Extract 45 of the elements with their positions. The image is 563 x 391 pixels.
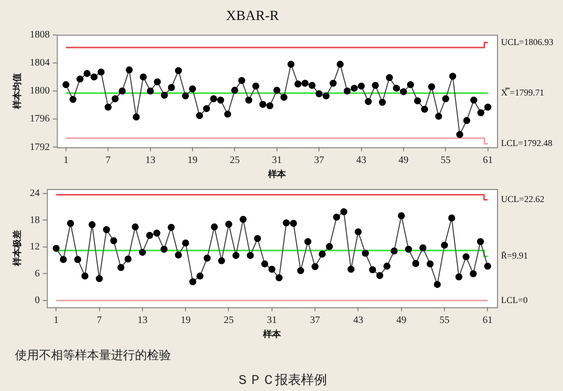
y-tick-label: 6 (34, 268, 40, 280)
y-axis-title: 样本均值 (12, 73, 22, 110)
y-tick-label: 1808 (30, 29, 50, 40)
series-label: UCL=1806.93 (501, 36, 554, 47)
y-tick-label: 18 (30, 214, 40, 226)
y-tick-label: 1804 (30, 58, 50, 69)
y-axis-title: 样本极差 (12, 230, 22, 268)
x-tick-label: 43 (353, 314, 364, 326)
y-tick-label: 1796 (30, 114, 50, 125)
x-tick-label: 1 (54, 314, 59, 326)
x-tick-label: 55 (440, 154, 451, 166)
x-tick-label: 7 (106, 154, 111, 166)
x-tick-label: 37 (314, 154, 324, 166)
series-label: LCL=1792.48 (501, 138, 553, 148)
x-tick-label: 49 (396, 314, 406, 326)
x-tick-label: 13 (145, 154, 156, 166)
x-tick-label: 31 (266, 314, 277, 326)
x-tick-label: 37 (310, 314, 320, 326)
series-label: X̿ =1799.71 (501, 87, 544, 98)
x-tick-label: 61 (482, 314, 493, 326)
series-label: LCL=0 (501, 294, 528, 305)
x-tick-label: 1 (63, 154, 68, 166)
y-tick-label: 12 (30, 242, 40, 253)
x-tick-label: 13 (137, 314, 148, 326)
x-tick-label: 61 (482, 154, 493, 166)
x-tick-label: 31 (272, 154, 282, 166)
chart-title: XBAR-R (226, 9, 280, 24)
x-tick-label: 19 (188, 154, 198, 166)
x-tick-label: 7 (96, 314, 102, 326)
y-tick-label: 24 (30, 188, 40, 200)
x-axis-title: 样本 (262, 329, 282, 340)
x-tick-label: 25 (230, 154, 240, 166)
y-tick-label: 1800 (30, 86, 50, 97)
x-tick-label: 25 (224, 314, 234, 326)
x-tick-label: 19 (180, 314, 191, 326)
x-tick-label: 49 (398, 154, 408, 166)
x-tick-label: 43 (356, 154, 366, 166)
y-tick-label: 1792 (30, 142, 50, 153)
y-tick-label: 0 (34, 295, 40, 306)
series-label: UCL=22.62 (501, 194, 544, 204)
series-label: R̄=9.91 (501, 250, 528, 261)
text: ＳＰＣ报表样例 (235, 372, 328, 389)
x-axis-title: 样本 (266, 169, 287, 180)
text: 使用不相等样本量进行的检验 (15, 347, 171, 364)
x-tick-label: 55 (440, 314, 450, 326)
